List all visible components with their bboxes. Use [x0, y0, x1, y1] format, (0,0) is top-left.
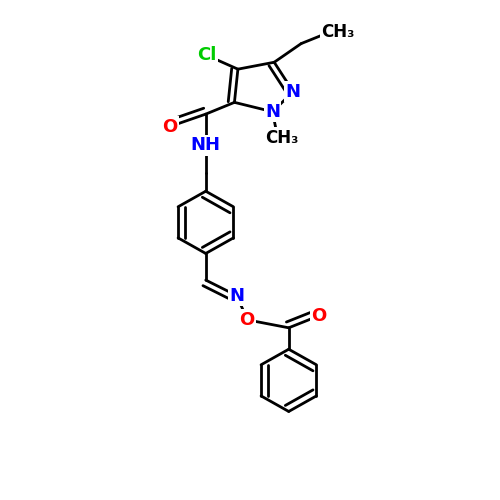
Text: O: O — [162, 118, 178, 136]
Text: N: N — [230, 286, 244, 304]
Text: O: O — [312, 306, 327, 324]
Text: CH₃: CH₃ — [322, 23, 355, 41]
Text: N: N — [265, 102, 280, 120]
Text: N: N — [286, 82, 300, 100]
Text: O: O — [240, 311, 255, 329]
Text: NH: NH — [190, 136, 220, 154]
Text: Cl: Cl — [197, 46, 216, 64]
Text: CH₃: CH₃ — [265, 128, 298, 146]
